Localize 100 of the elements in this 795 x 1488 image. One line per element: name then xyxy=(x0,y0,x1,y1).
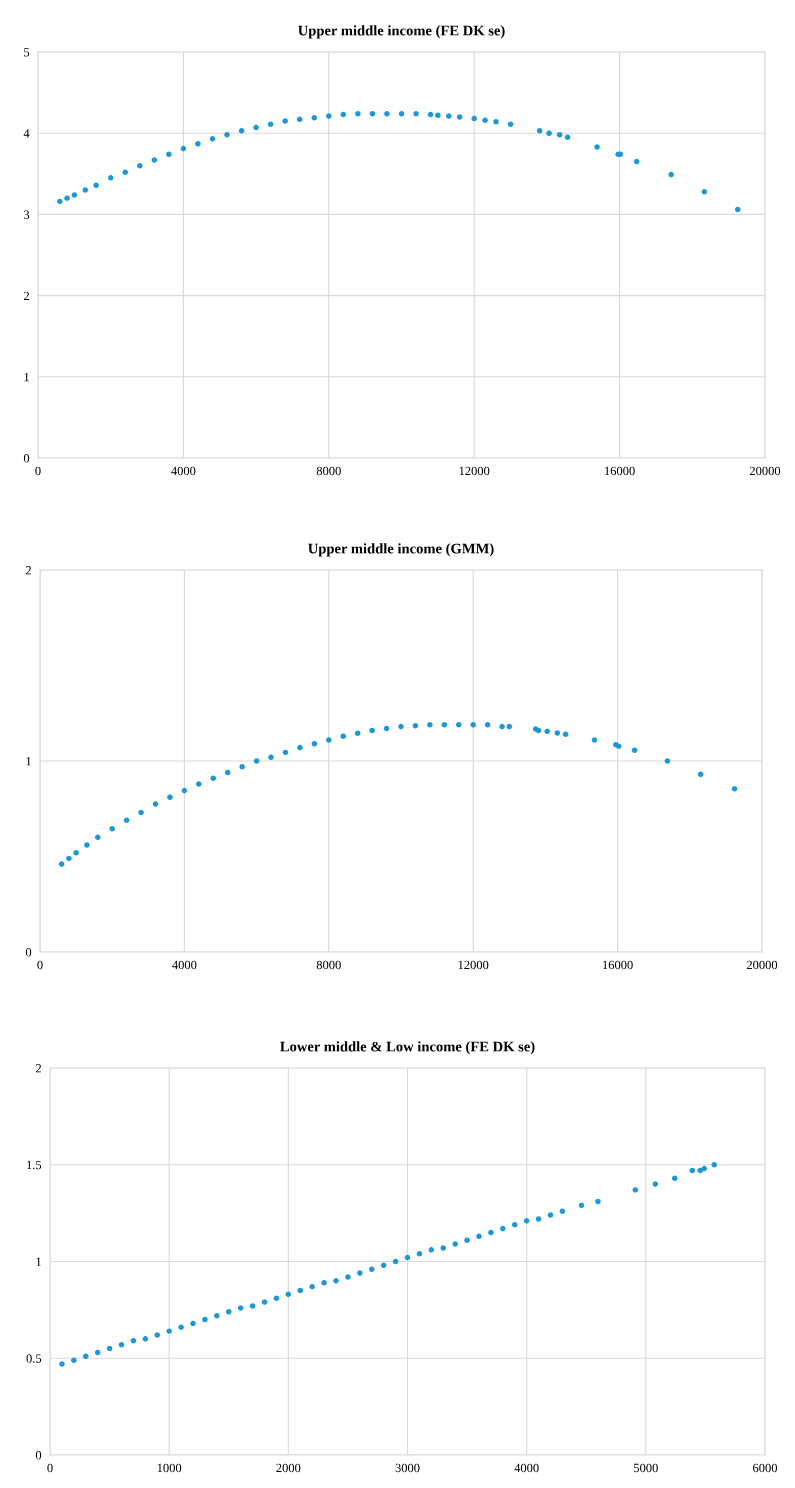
point xyxy=(71,1357,77,1363)
x-tick-label: 1000 xyxy=(157,1463,182,1473)
point xyxy=(633,158,640,165)
point xyxy=(195,140,201,147)
point xyxy=(711,1161,718,1168)
y-tick-label: 1 xyxy=(24,372,29,382)
y-tick-label: 0 xyxy=(35,1451,42,1460)
point xyxy=(340,111,347,118)
point xyxy=(296,116,303,123)
point xyxy=(701,1165,707,1172)
point xyxy=(253,124,259,131)
point xyxy=(210,775,217,781)
point xyxy=(58,861,65,867)
x-tick-label: 4000 xyxy=(514,1463,539,1473)
point xyxy=(554,730,561,736)
point xyxy=(297,1287,304,1294)
point xyxy=(398,110,405,117)
chart-title: Upper middle income (FE DK se) xyxy=(298,25,505,39)
x-tick-label: 6000 xyxy=(753,1463,778,1473)
point xyxy=(282,118,288,124)
point xyxy=(311,114,318,121)
x-tick-label: 5000 xyxy=(634,1463,658,1473)
point xyxy=(652,1181,659,1187)
point xyxy=(268,754,274,760)
point xyxy=(309,1283,315,1290)
point xyxy=(166,151,172,158)
x-tick-label: 16000 xyxy=(605,466,635,476)
point xyxy=(499,723,505,730)
point xyxy=(416,1250,423,1257)
point xyxy=(224,769,231,776)
point xyxy=(123,817,130,823)
point xyxy=(398,723,404,730)
point xyxy=(500,1225,506,1232)
y-tick-label: 1 xyxy=(36,1257,41,1266)
point xyxy=(261,1299,268,1305)
point xyxy=(345,1274,351,1280)
point xyxy=(178,1324,184,1331)
point xyxy=(225,1309,232,1315)
point xyxy=(464,1237,470,1243)
point xyxy=(488,1229,494,1236)
point xyxy=(594,144,600,150)
point xyxy=(672,1175,678,1182)
point xyxy=(249,1303,256,1309)
point xyxy=(82,1353,89,1360)
y-tick-label: 0 xyxy=(23,454,30,463)
point xyxy=(106,1345,113,1352)
point xyxy=(456,114,463,120)
point xyxy=(64,195,70,201)
point xyxy=(209,136,216,142)
point xyxy=(564,134,571,141)
point xyxy=(369,110,376,117)
y-tick-label: 0 xyxy=(25,948,32,957)
point xyxy=(340,733,347,739)
x-tick-label: 16000 xyxy=(603,960,633,970)
point xyxy=(507,121,514,128)
point xyxy=(130,1338,137,1344)
point xyxy=(94,1349,101,1356)
point xyxy=(547,1212,554,1218)
point xyxy=(562,731,569,738)
point xyxy=(482,117,488,123)
point xyxy=(591,737,598,743)
chart-title: Lower middle & Low income (FE DK se) xyxy=(280,1041,535,1055)
y-tick-label: 2 xyxy=(25,566,31,575)
point xyxy=(427,721,433,728)
point xyxy=(476,1233,482,1240)
x-tick-label: 2000 xyxy=(276,1463,301,1473)
point xyxy=(202,1316,208,1323)
point xyxy=(734,206,741,213)
point xyxy=(701,188,708,195)
point xyxy=(632,1187,639,1193)
point xyxy=(368,1266,375,1273)
point xyxy=(138,809,144,816)
point xyxy=(196,781,202,787)
point xyxy=(57,198,63,205)
x-tick-label: 4000 xyxy=(172,960,197,970)
point xyxy=(59,1361,65,1367)
point xyxy=(471,115,477,122)
point xyxy=(511,1221,518,1228)
point xyxy=(689,1167,696,1174)
y-tick-label: 1.5 xyxy=(27,1160,42,1170)
point xyxy=(122,169,129,175)
point xyxy=(321,1280,327,1286)
x-tick-label: 12000 xyxy=(459,466,490,476)
point xyxy=(452,1241,458,1247)
point xyxy=(428,1247,435,1253)
point xyxy=(311,741,318,747)
point xyxy=(239,763,245,770)
x-tick-label: 3000 xyxy=(395,1463,420,1473)
point xyxy=(326,113,332,119)
y-tick-label: 3 xyxy=(24,210,30,219)
point xyxy=(506,723,513,730)
point xyxy=(384,110,390,117)
point xyxy=(94,834,101,841)
point xyxy=(535,1216,542,1222)
point xyxy=(84,842,90,848)
point xyxy=(326,737,332,743)
point xyxy=(93,182,99,188)
point xyxy=(71,192,78,198)
point xyxy=(493,119,499,125)
x-tick-label: 4000 xyxy=(171,466,196,476)
